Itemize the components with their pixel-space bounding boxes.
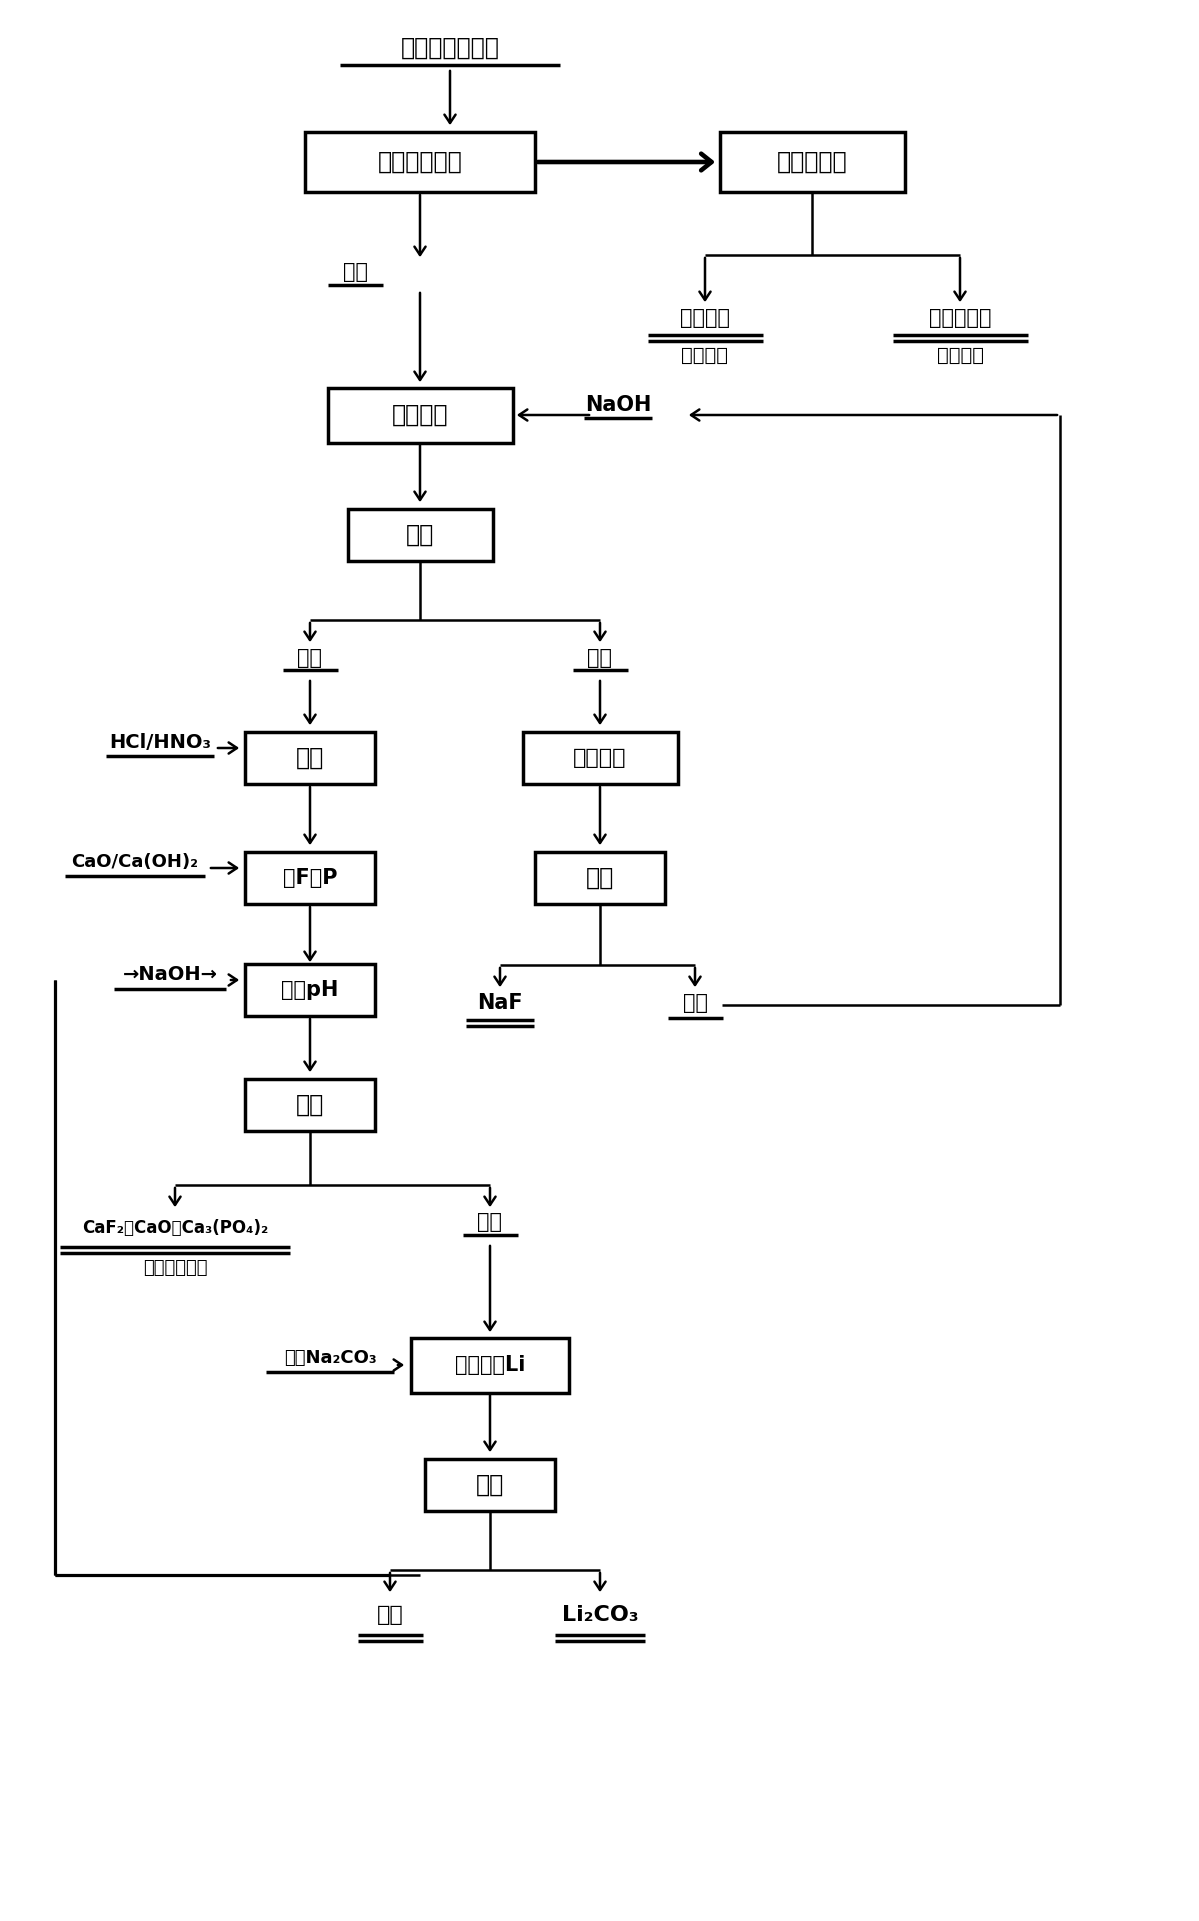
Text: 过滤: 过滤 xyxy=(476,1473,504,1496)
Text: NaOH: NaOH xyxy=(585,396,651,415)
Bar xyxy=(245,853,375,905)
Bar xyxy=(535,853,665,905)
Bar xyxy=(424,1460,555,1512)
Text: CaF₂、CaO和Ca₃(PO₄)₂: CaF₂、CaO和Ca₃(PO₄)₂ xyxy=(82,1220,269,1237)
Text: 金属集流体: 金属集流体 xyxy=(929,307,992,328)
Text: 破碎、筛分: 破碎、筛分 xyxy=(777,150,848,175)
Text: 滤液: 滤液 xyxy=(376,1606,403,1625)
Bar xyxy=(719,133,904,192)
Text: 电池粉末: 电池粉末 xyxy=(680,307,730,328)
Bar xyxy=(523,732,677,784)
Bar xyxy=(348,509,493,561)
Text: 间接还原焙烧: 间接还原焙烧 xyxy=(378,150,463,175)
Text: 过滤: 过滤 xyxy=(406,523,434,547)
Bar xyxy=(245,964,375,1016)
Text: 过滤: 过滤 xyxy=(296,1093,324,1116)
Text: 浓缩、沉Li: 浓缩、沉Li xyxy=(454,1354,525,1375)
Bar xyxy=(245,732,375,784)
Text: 饱和Na₂CO₃: 饱和Na₂CO₃ xyxy=(284,1349,376,1368)
Bar xyxy=(305,133,535,192)
Text: 蒸发结晶: 蒸发结晶 xyxy=(573,747,627,768)
Text: 滤渣: 滤渣 xyxy=(297,647,323,669)
Bar xyxy=(411,1337,570,1393)
Text: 过滤: 过滤 xyxy=(586,866,614,889)
Text: 喷淋吸收: 喷淋吸收 xyxy=(392,403,448,426)
Text: Li₂CO₃: Li₂CO₃ xyxy=(561,1606,638,1625)
Text: HCl/HNO₃: HCl/HNO₃ xyxy=(109,732,211,751)
Text: 酸溶: 酸溶 xyxy=(296,745,324,770)
Text: 废旧锂离子电池: 废旧锂离子电池 xyxy=(400,36,500,60)
Text: NaF: NaF xyxy=(477,993,523,1012)
Text: 尾气: 尾气 xyxy=(343,261,368,282)
Text: （陶瓷原料）: （陶瓷原料） xyxy=(143,1258,207,1277)
Text: 母液: 母液 xyxy=(682,993,707,1012)
Bar xyxy=(245,1080,375,1131)
Text: →NaOH→: →NaOH→ xyxy=(122,966,217,984)
Text: 沉F和P: 沉F和P xyxy=(283,868,337,888)
Text: （回收）: （回收） xyxy=(681,346,729,365)
Text: 调节pH: 调节pH xyxy=(282,980,338,1001)
Text: CaO/Ca(OH)₂: CaO/Ca(OH)₂ xyxy=(72,853,199,870)
Bar xyxy=(327,388,512,442)
Text: （回收）: （回收） xyxy=(936,346,983,365)
Text: 滤液: 滤液 xyxy=(588,647,613,669)
Text: 滤液: 滤液 xyxy=(477,1212,502,1231)
